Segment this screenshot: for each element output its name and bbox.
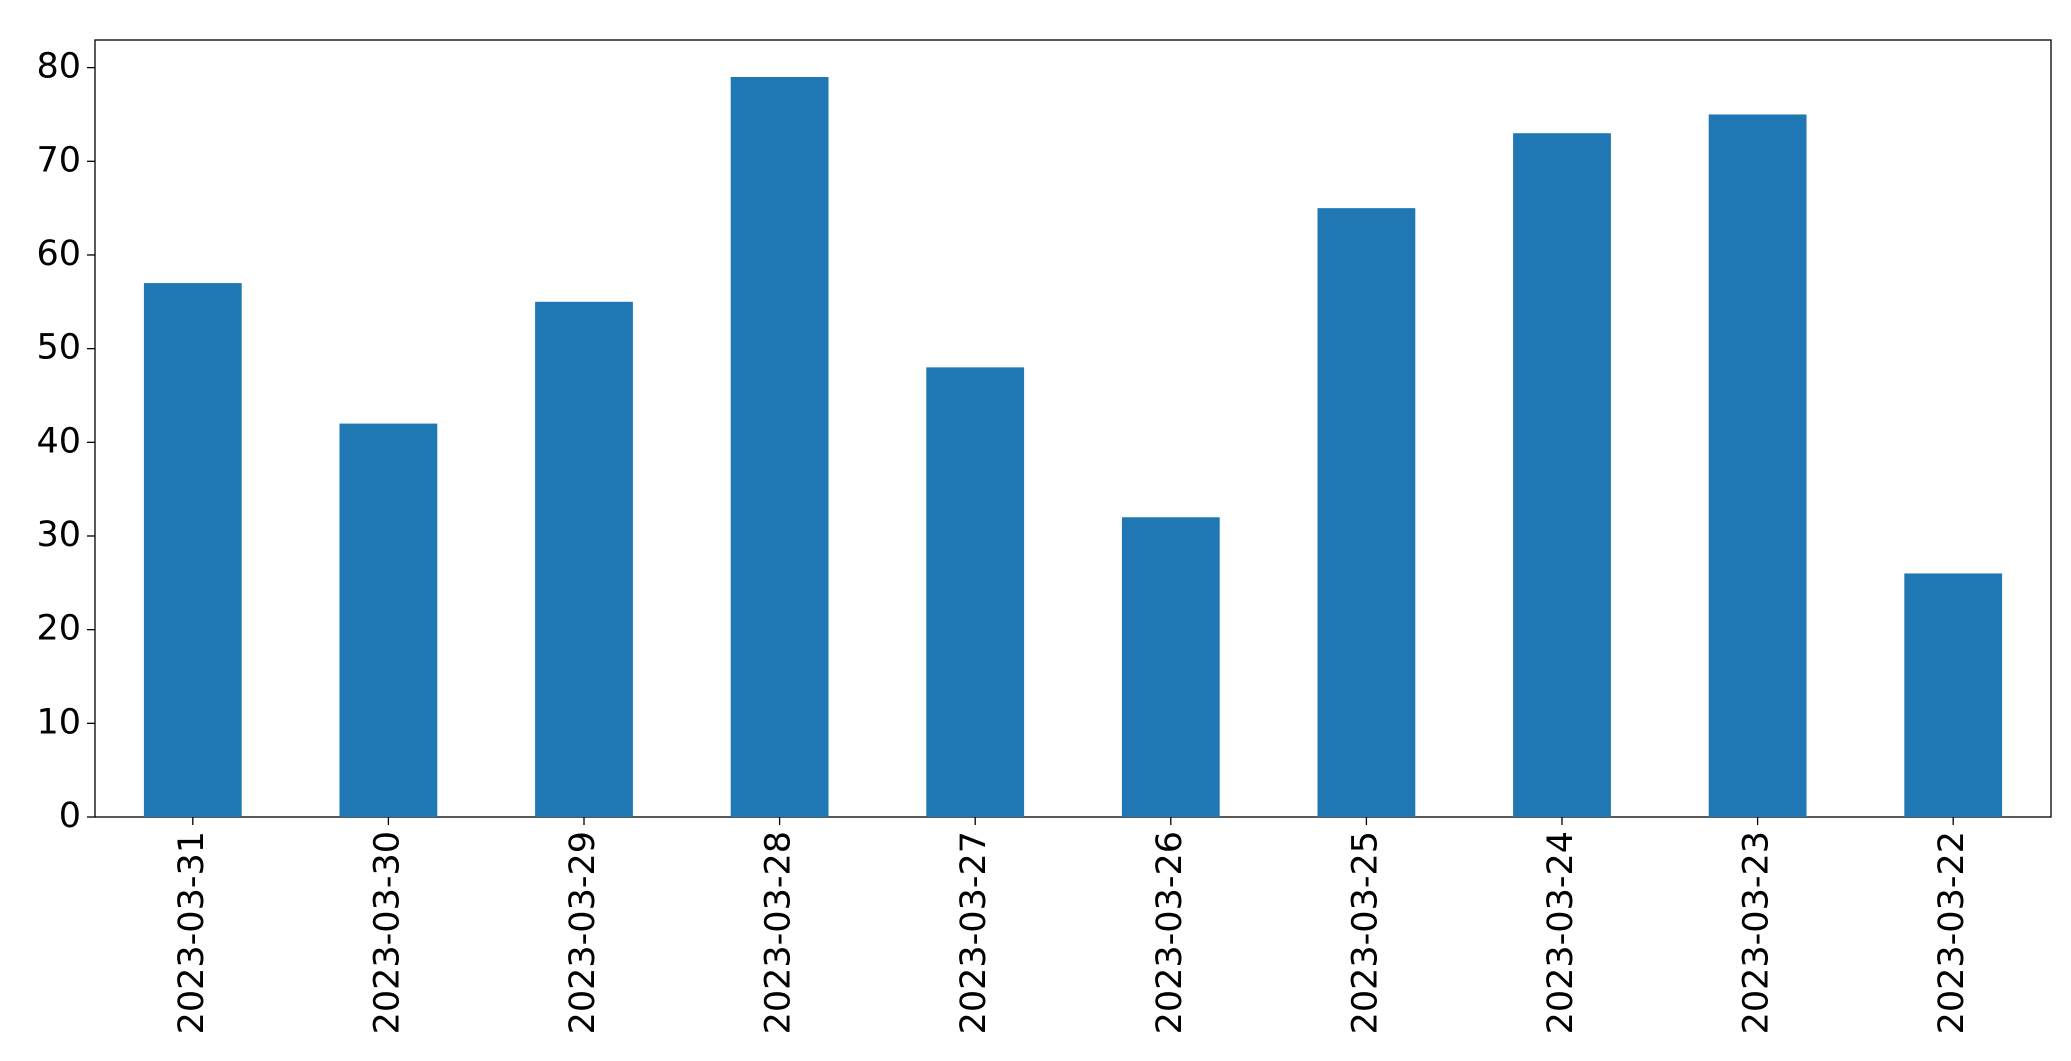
x-tick-label: 2023-03-29 [563, 831, 603, 1034]
x-tick-label: 2023-03-31 [172, 831, 212, 1034]
bar [339, 423, 438, 817]
y-tick-label: 80 [36, 47, 81, 87]
x-tick-label: 2023-03-24 [1541, 831, 1581, 1034]
bar [1904, 573, 2003, 817]
x-tick-label: 2023-03-30 [367, 831, 407, 1034]
y-tick-label: 40 [36, 421, 81, 461]
x-tick-label: 2023-03-23 [1737, 831, 1777, 1034]
y-tick-label: 20 [36, 609, 81, 649]
y-tick-label: 50 [36, 328, 81, 368]
bar [143, 283, 242, 818]
y-tick-label: 10 [36, 702, 81, 742]
bar [535, 301, 633, 817]
bar [1121, 517, 1220, 817]
bar [1513, 133, 1611, 818]
y-tick-label: 70 [36, 140, 81, 180]
y-tick-label: 30 [36, 515, 81, 555]
plot-frame [94, 39, 2052, 818]
bar [730, 77, 829, 817]
x-tick-label: 2023-03-27 [954, 831, 994, 1034]
x-tick-label: 2023-03-22 [1932, 831, 1972, 1034]
bar [1708, 114, 1807, 817]
x-tick-label: 2023-03-25 [1345, 831, 1385, 1034]
x-tick-label: 2023-03-28 [759, 831, 799, 1034]
x-tick-label: 2023-03-26 [1150, 831, 1190, 1034]
y-tick-label: 60 [36, 234, 81, 274]
y-tick-label: 0 [59, 796, 81, 836]
bar [1317, 208, 1416, 818]
bar [926, 367, 1025, 817]
